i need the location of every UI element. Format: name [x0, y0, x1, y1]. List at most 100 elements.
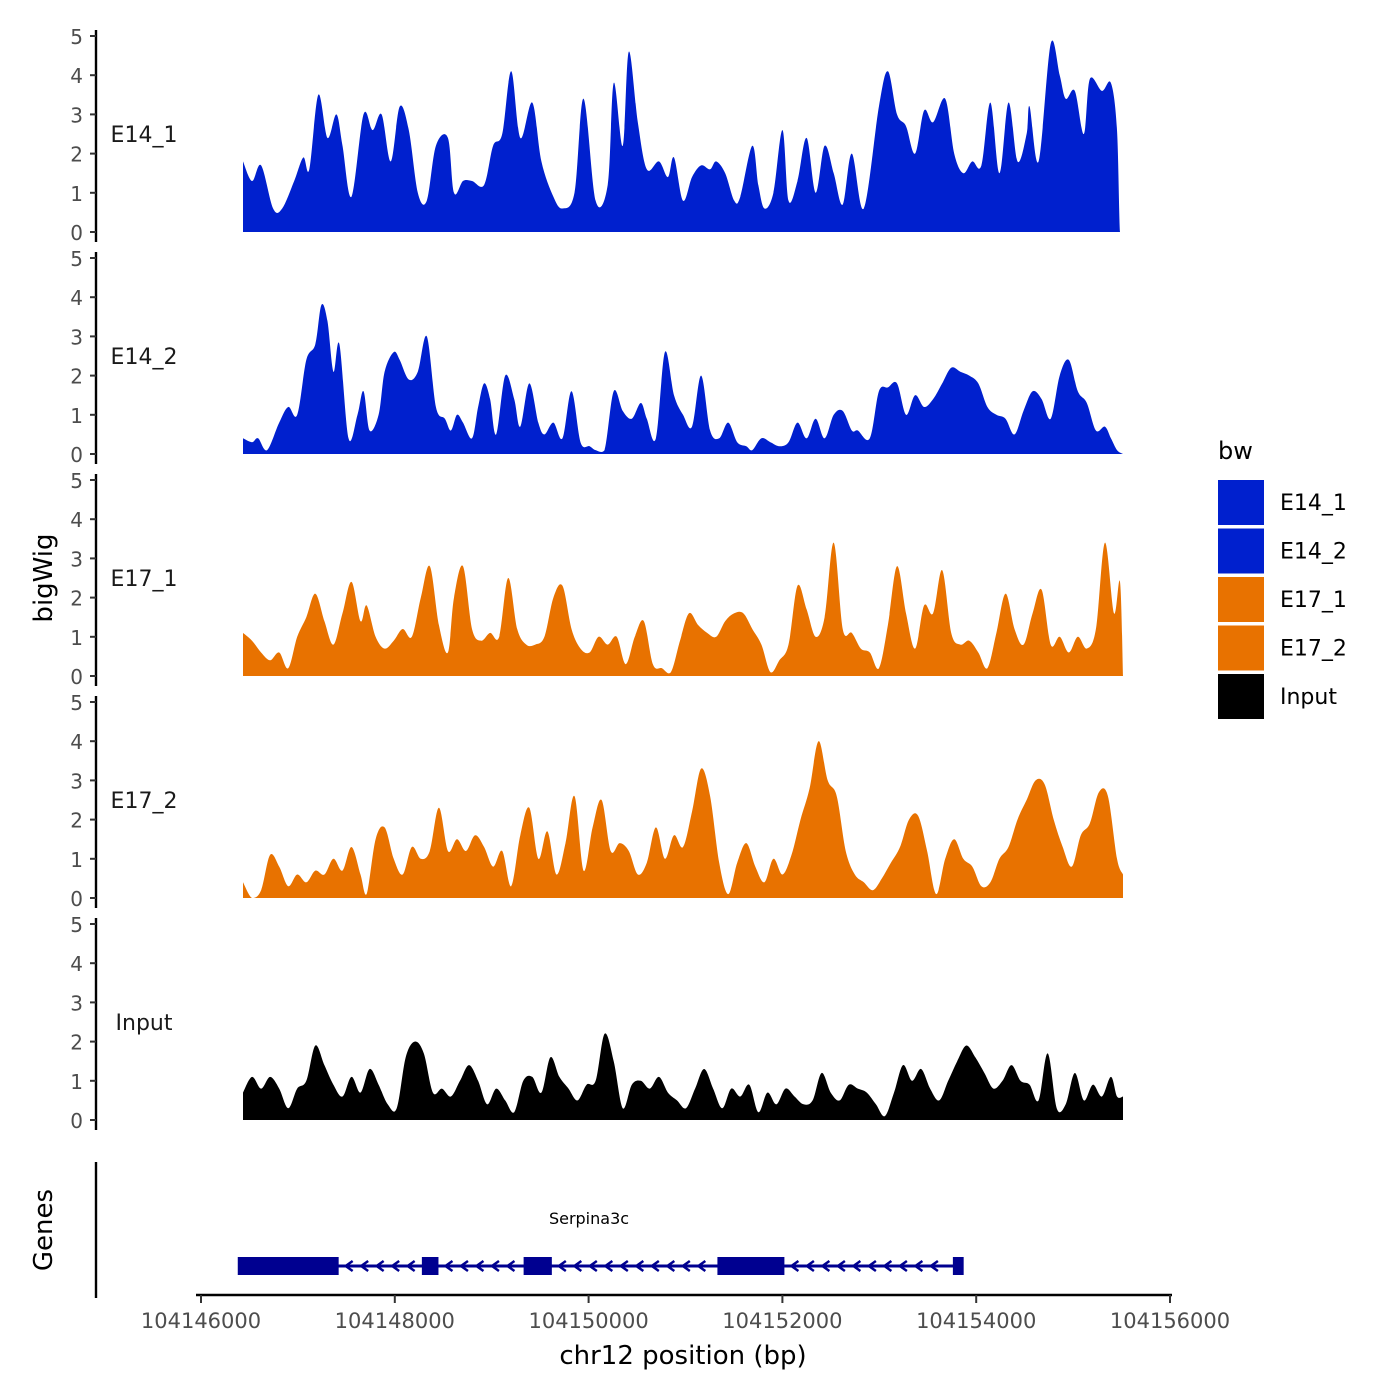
track-label-E14_1: E14_1	[111, 123, 178, 148]
strand-arrow	[789, 1259, 800, 1273]
strand-arrow	[835, 1259, 846, 1273]
legend-swatch-E17_1	[1218, 577, 1264, 622]
y-tick-label: 0	[70, 221, 83, 245]
track-E14_2: 0 1 2 3 4 5 E14_2	[70, 247, 1123, 467]
x-tick-label: 104152000	[722, 1309, 842, 1333]
x-axis-label: chr12 position (bp)	[559, 1341, 806, 1371]
strand-arrow	[474, 1259, 485, 1273]
legend-label-Input: Input	[1280, 685, 1337, 710]
legend-swatch-E14_1	[1218, 480, 1264, 525]
signal-area-E14_2	[243, 304, 1123, 454]
strand-arrow	[505, 1259, 516, 1273]
genes-panel: Genes Serpina3c	[29, 1162, 964, 1298]
track-E14_1: 0 1 2 3 4 5 E14_1	[70, 25, 1123, 245]
y-tick-label: 2	[70, 365, 83, 389]
gene-exon	[237, 1257, 339, 1275]
track-E17_1: 0 1 2 3 4 5 E17_1	[70, 469, 1123, 689]
y-tick-label: 5	[70, 691, 83, 715]
strand-arrow	[458, 1259, 469, 1273]
y-tick-label: 5	[70, 247, 83, 271]
strand-arrow	[866, 1259, 877, 1273]
y-tick-label: 1	[70, 1070, 83, 1094]
legend: bw E14_1 E14_2 E17_1 E17_2 Input	[1218, 437, 1347, 719]
y-tick-label: 3	[70, 547, 83, 571]
x-tick-label: 104148000	[335, 1309, 455, 1333]
gene-model	[237, 1257, 964, 1275]
signal-area-E14_1	[243, 40, 1123, 232]
y-tick-label: 0	[70, 665, 83, 689]
y-tick-label: 3	[70, 769, 83, 793]
strand-arrow	[649, 1259, 660, 1273]
x-axis: 104146000 104148000 104150000 104152000 1041…	[141, 1293, 1230, 1371]
signal-area-Input	[243, 1033, 1123, 1120]
strand-arrow	[343, 1259, 354, 1273]
y-tick-label: 5	[70, 25, 83, 49]
x-tick-label: 104146000	[141, 1309, 261, 1333]
gene-exon	[421, 1257, 439, 1275]
track-label-E17_2: E17_2	[111, 789, 178, 814]
track-Input: 0 1 2 3 4 5 Input	[70, 913, 1123, 1133]
strand-arrow	[696, 1259, 707, 1273]
y-tick-label: 1	[70, 626, 83, 650]
strand-arrow	[634, 1259, 645, 1273]
y-tick-label: 2	[70, 143, 83, 167]
strand-arrow	[405, 1259, 416, 1273]
track-label-E17_1: E17_1	[111, 567, 178, 592]
track-label-Input: Input	[116, 1011, 173, 1036]
y-tick-label: 0	[70, 887, 83, 911]
gene-exon	[717, 1257, 785, 1275]
strand-arrow	[603, 1259, 614, 1273]
y-tick-label: 5	[70, 469, 83, 493]
strand-arrow	[928, 1259, 939, 1273]
y-tick-label: 4	[70, 730, 83, 754]
strand-arrow	[618, 1259, 629, 1273]
x-tick-label: 104150000	[528, 1309, 648, 1333]
strand-arrow	[680, 1259, 691, 1273]
signal-area-E17_2	[243, 741, 1123, 898]
gene-label: Serpina3c	[549, 1209, 629, 1228]
legend-swatch-Input	[1218, 674, 1264, 719]
y-tick-label: 4	[70, 952, 83, 976]
strand-arrow	[489, 1259, 500, 1273]
y-tick-label: 3	[70, 991, 83, 1015]
y-tick-label: 2	[70, 587, 83, 611]
x-tick-label: 104156000	[1110, 1309, 1230, 1333]
legend-swatch-E14_2	[1218, 528, 1264, 574]
legend-label-E14_2: E14_2	[1280, 540, 1347, 565]
genes-axis-label: Genes	[29, 1189, 59, 1271]
strand-arrow	[882, 1259, 893, 1273]
legend-swatch-E17_2	[1218, 625, 1264, 671]
legend-items: E14_1 E14_2 E17_1 E17_2 Input	[1218, 480, 1347, 719]
strand-arrow	[359, 1259, 369, 1273]
strand-arrow	[390, 1259, 400, 1273]
track-label-E14_2: E14_2	[111, 345, 178, 370]
x-ticks: 104146000 104148000 104150000 104152000 1041…	[141, 1295, 1230, 1333]
y-tick-label: 1	[70, 182, 83, 206]
gene-exon	[952, 1257, 964, 1275]
y-tick-label: 0	[70, 443, 83, 467]
y-tick-label: 1	[70, 404, 83, 428]
y-tick-label: 3	[70, 325, 83, 349]
legend-title: bw	[1218, 437, 1253, 465]
y-tick-label: 3	[70, 103, 83, 127]
y-tick-label: 2	[70, 809, 83, 833]
strand-arrow	[851, 1259, 862, 1273]
signal-area-E17_1	[243, 542, 1123, 676]
track-panels: 0 1 2 3 4 5 E14_1 0 1 2 3 4 5 E14_2 0 1 2 3 4 5 E17_1 0 1 2 3 4 5 E…	[70, 25, 1123, 1133]
y-tick-label: 0	[70, 1109, 83, 1133]
y-tick-label: 2	[70, 1031, 83, 1055]
strand-arrow	[572, 1259, 583, 1273]
strand-arrow	[587, 1259, 598, 1273]
y-tick-label: 4	[70, 286, 83, 310]
gene-exon	[523, 1257, 552, 1275]
y-axis-label: bigWig	[29, 533, 59, 622]
strand-arrow	[820, 1259, 831, 1273]
legend-label-E17_2: E17_2	[1280, 637, 1347, 662]
strand-arrow	[913, 1259, 924, 1273]
y-tick-label: 1	[70, 848, 83, 872]
strand-arrow	[556, 1259, 567, 1273]
y-tick-label: 5	[70, 913, 83, 937]
y-tick-label: 4	[70, 508, 83, 532]
x-tick-label: 104154000	[916, 1309, 1036, 1333]
